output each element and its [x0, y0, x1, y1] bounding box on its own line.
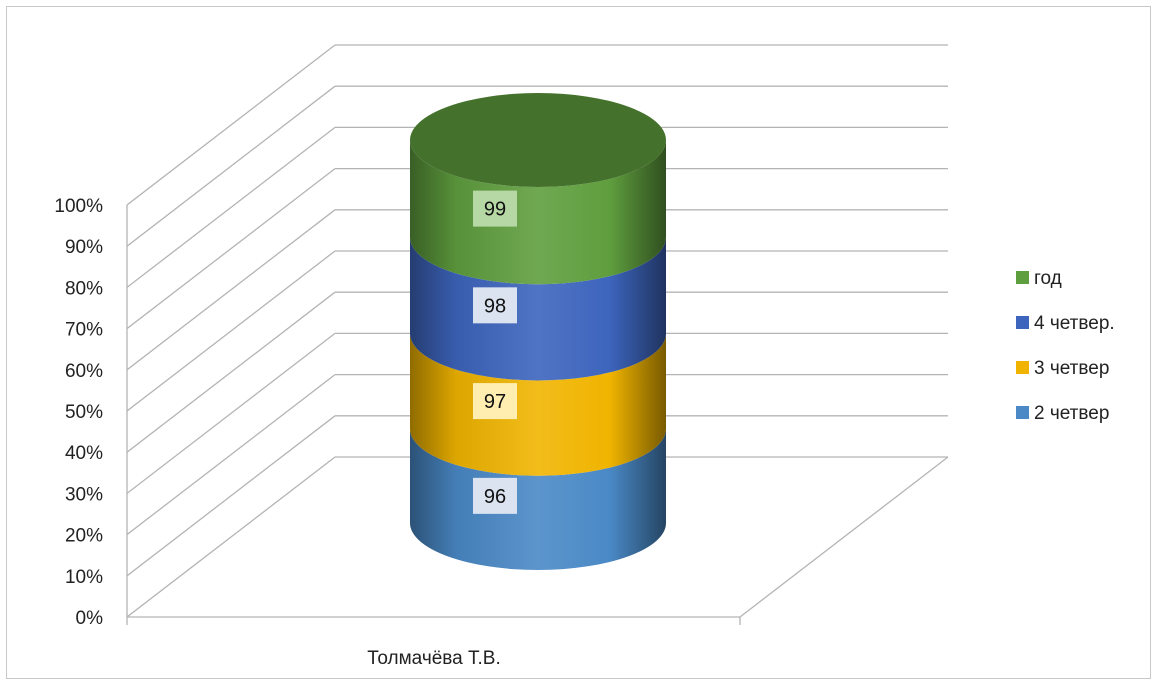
x-category-label: Толмачёва Т.В. [367, 648, 501, 669]
gridline-side [126, 332, 336, 494]
y-tick-label: 100% [54, 196, 103, 217]
y-tick-label: 40% [65, 443, 103, 464]
legend-swatch [1016, 406, 1029, 419]
data-label-box [473, 190, 517, 227]
gridline-side [126, 291, 336, 453]
data-label-box [473, 287, 517, 324]
data-label-box [473, 383, 517, 420]
y-tick-label: 70% [65, 320, 103, 341]
gridline-side [126, 374, 336, 536]
y-tick-label: 60% [65, 361, 103, 382]
floor-right-edge [739, 456, 949, 618]
cylinder-segment-2 [410, 333, 666, 476]
data-label: 96 [484, 486, 506, 508]
y-tick-label: 50% [65, 402, 103, 423]
y-tick-label: 10% [65, 567, 103, 588]
legend-label: год [1034, 268, 1062, 289]
data-label: 99 [484, 199, 506, 221]
y-tick-label: 20% [65, 526, 103, 547]
y-tick-label: 30% [65, 484, 103, 505]
gridline-side [126, 126, 336, 288]
y-tick-label: 90% [65, 237, 103, 258]
gridline-side [126, 85, 336, 247]
gridline-side [126, 415, 336, 577]
gridline-side [126, 250, 336, 412]
cylinder-top-cap [410, 93, 666, 187]
data-label-box [473, 477, 517, 514]
legend-label: 3 четвер [1034, 358, 1109, 379]
legend-label: 2 четвер [1034, 403, 1109, 424]
cylinder-segment-3 [410, 237, 666, 381]
data-label: 98 [484, 295, 506, 317]
legend-swatch [1016, 361, 1029, 374]
y-tick-label: 80% [65, 278, 103, 299]
gridline-side [126, 44, 336, 206]
gridline-side [126, 168, 336, 330]
legend-label: 4 четвер. [1034, 313, 1115, 334]
data-label: 97 [484, 391, 506, 413]
legend-swatch [1016, 316, 1029, 329]
gridline-side [126, 209, 336, 371]
y-tick-label: 0% [76, 608, 104, 629]
gridline-side [126, 456, 336, 618]
legend-swatch [1016, 271, 1029, 284]
cylinder-segment-1 [410, 428, 666, 570]
cylinder-segment-4 [410, 140, 666, 285]
